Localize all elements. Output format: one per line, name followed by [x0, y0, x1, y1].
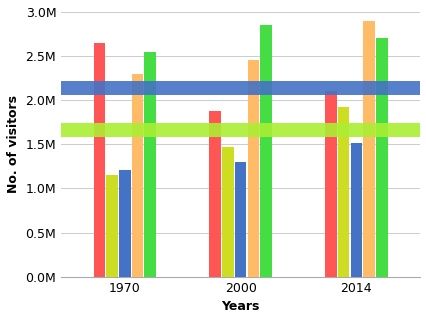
- X-axis label: Years: Years: [221, 300, 259, 313]
- Bar: [61, 123, 419, 137]
- Bar: [234, 162, 246, 276]
- Bar: [337, 107, 348, 276]
- Bar: [93, 43, 105, 276]
- Bar: [324, 91, 336, 276]
- Bar: [350, 142, 361, 276]
- Y-axis label: No. of visitors: No. of visitors: [7, 95, 20, 193]
- Bar: [144, 52, 155, 276]
- Bar: [119, 170, 130, 276]
- Bar: [260, 25, 271, 276]
- Bar: [106, 175, 118, 276]
- Bar: [222, 147, 233, 276]
- Bar: [363, 21, 374, 276]
- Bar: [247, 60, 259, 276]
- Bar: [209, 111, 220, 276]
- Bar: [132, 74, 143, 276]
- Bar: [61, 81, 419, 95]
- Bar: [375, 38, 387, 276]
